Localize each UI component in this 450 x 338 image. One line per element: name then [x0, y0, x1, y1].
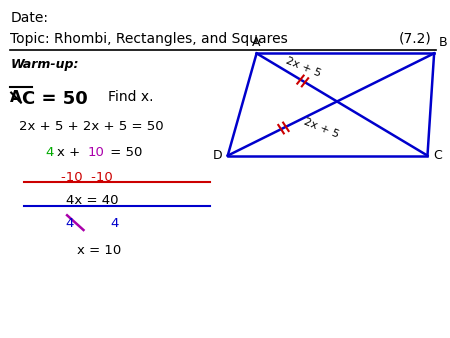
Text: (7.2): (7.2): [399, 31, 432, 46]
Text: A: A: [252, 36, 261, 49]
Text: A: A: [10, 90, 22, 105]
Text: 4: 4: [66, 217, 74, 230]
Text: 2x + 5: 2x + 5: [302, 116, 341, 140]
Text: = 50: = 50: [106, 146, 142, 159]
Text: Topic: Rhombi, Rectangles, and Squares: Topic: Rhombi, Rectangles, and Squares: [10, 31, 288, 46]
Text: D: D: [213, 149, 222, 162]
Text: 4: 4: [46, 146, 54, 159]
Text: 2x + 5 + 2x + 5 = 50: 2x + 5 + 2x + 5 = 50: [19, 120, 164, 134]
Text: x = 10: x = 10: [77, 244, 121, 258]
Text: B: B: [439, 36, 447, 49]
Text: Warm-up:: Warm-up:: [10, 58, 79, 71]
Text: Date:: Date:: [10, 11, 48, 25]
Text: 4x = 40: 4x = 40: [66, 194, 118, 207]
Text: 10: 10: [88, 146, 105, 159]
Text: C: C: [433, 149, 441, 162]
Text: Find x.: Find x.: [108, 90, 153, 104]
Text: x +: x +: [57, 146, 84, 159]
Text: -10  -10: -10 -10: [61, 171, 113, 184]
Text: C = 50: C = 50: [22, 90, 88, 108]
Text: 2x + 5: 2x + 5: [284, 56, 323, 79]
Text: 4: 4: [110, 217, 118, 230]
